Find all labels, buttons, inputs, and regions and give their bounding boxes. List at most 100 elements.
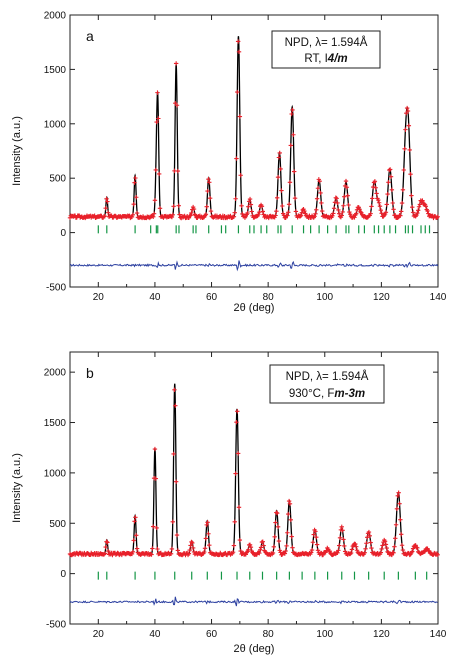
y-tick-label: 500 [49, 174, 66, 185]
observed-point [336, 207, 341, 213]
observed-point [387, 167, 393, 172]
annotation-line1: NPD, λ= 1.594Å [286, 370, 369, 383]
observed-point [235, 89, 240, 95]
observed-point [349, 547, 355, 552]
y-tick-label: 0 [60, 228, 66, 239]
x-tick-label: 140 [430, 629, 447, 640]
observed-point [402, 146, 407, 151]
observed-point [206, 176, 211, 182]
y-tick-label: 2000 [44, 11, 67, 22]
observed-point [315, 548, 321, 553]
observed-point [404, 105, 410, 111]
observed-point [327, 548, 333, 554]
observed-point [372, 179, 378, 184]
observed-point [171, 451, 176, 457]
observed-point [258, 545, 264, 550]
observed-point [154, 525, 159, 531]
observed-point [370, 184, 376, 190]
observed-point [299, 210, 305, 215]
difference-curve [69, 260, 439, 272]
observed-point [173, 403, 178, 408]
observed-point [293, 209, 299, 214]
observed-point [401, 167, 406, 173]
observed-point [337, 543, 342, 548]
observed-point [314, 196, 320, 201]
observed-point [353, 544, 359, 549]
observed-point [423, 204, 429, 209]
observed-point [340, 209, 345, 215]
observed-point [155, 546, 160, 552]
observed-point [151, 211, 157, 216]
observed-point [283, 548, 288, 554]
observed-point [173, 479, 179, 484]
annotation-line2-prefix: 930°C, F [289, 388, 335, 400]
observed-point [366, 529, 372, 535]
annotation-frame [271, 30, 381, 69]
observed-point [237, 114, 243, 119]
y-tick-label: 1000 [44, 468, 67, 479]
observed-point [191, 206, 197, 212]
data-layer [67, 383, 440, 607]
observed-point [249, 209, 254, 214]
observed-point [234, 156, 239, 161]
observed-point [273, 520, 278, 525]
observed-point [385, 549, 390, 554]
observed-point [369, 545, 374, 551]
observed-point [308, 550, 314, 555]
observed-point [335, 200, 340, 206]
observed-point [378, 208, 384, 213]
x-tick-label: 60 [206, 292, 218, 303]
observed-point [314, 535, 319, 540]
observed-point [313, 211, 318, 217]
observed-point [399, 209, 404, 214]
observed-point [201, 549, 207, 555]
observed-point [343, 178, 349, 184]
observed-point [342, 194, 347, 199]
observed-point [169, 546, 175, 552]
observed-point [362, 550, 367, 555]
observed-point [276, 155, 282, 160]
observed-point [302, 208, 307, 214]
observed-point [297, 214, 303, 219]
observed-point [129, 551, 135, 557]
observed-point [290, 545, 295, 550]
observed-point [320, 208, 325, 214]
observed-point [335, 550, 340, 556]
observed-point [236, 49, 242, 55]
x-tick-label: 140 [430, 292, 447, 303]
observed-point [106, 210, 111, 215]
observed-point [337, 211, 342, 216]
observed-point [233, 196, 238, 201]
observed-point [378, 550, 384, 555]
observed-point [368, 211, 373, 216]
observed-point [188, 543, 193, 548]
observed-point [315, 186, 321, 191]
observed-point [390, 200, 395, 206]
observed-point [389, 187, 395, 192]
observed-point [391, 207, 396, 212]
observed-point [190, 545, 196, 551]
observed-point [231, 543, 237, 548]
observed-point [313, 529, 318, 534]
observed-point [134, 210, 140, 216]
observed-point [177, 212, 182, 217]
observed-point [285, 213, 290, 218]
observed-point [173, 61, 179, 66]
annotation-box: NPD, λ= 1.594Å RT, I4/m [271, 30, 381, 69]
observed-point [280, 203, 285, 209]
observed-point [278, 166, 283, 172]
observed-point [330, 213, 335, 218]
observed-point [274, 209, 279, 214]
observed-point [256, 212, 261, 217]
x-tick-label: 40 [149, 629, 161, 640]
observed-point [398, 213, 403, 218]
observed-point [106, 548, 111, 554]
x-tick-label: 100 [316, 292, 333, 303]
observed-point [342, 549, 348, 554]
observed-point [287, 180, 293, 185]
x-tick-label: 80 [263, 292, 275, 303]
observed-point [104, 196, 109, 201]
observed-point [275, 195, 280, 201]
observed-point [261, 543, 266, 548]
observed-point [205, 520, 210, 525]
